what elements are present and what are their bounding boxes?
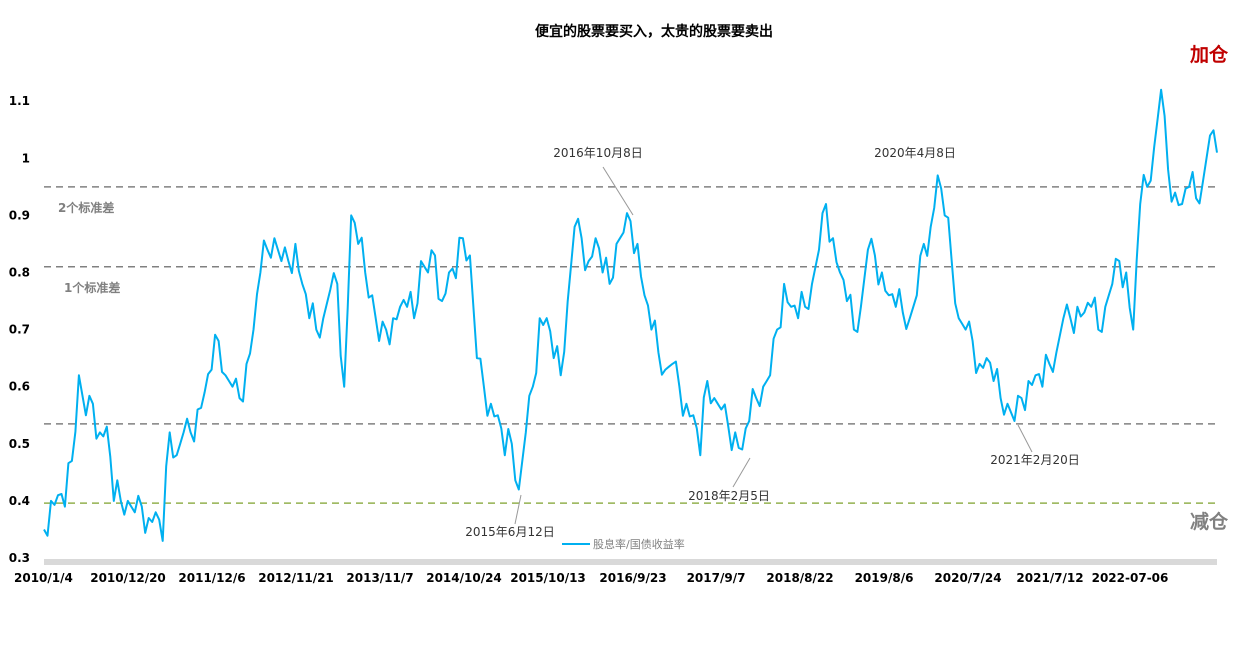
x-tick-label: 2010/12/20 — [90, 571, 166, 585]
annotation-leader — [1017, 424, 1033, 453]
x-tick-label: 2013/11/7 — [346, 571, 413, 585]
x-tick-label: 2018/8/22 — [766, 571, 833, 585]
annotation-leader — [732, 457, 751, 488]
annotation-label: 2015年6月12日 — [465, 525, 554, 539]
y-tick-label: 0.6 — [9, 380, 30, 394]
x-tick-label: 2022-07-06 — [1092, 571, 1169, 585]
annotation-leader — [514, 494, 522, 525]
reduce-position-label: 减仓 — [1190, 510, 1229, 533]
legend-label: 股息率/国债收益率 — [593, 537, 685, 551]
x-tick-label: 2010/1/4 — [14, 571, 73, 585]
y-tick-label: 1 — [22, 151, 30, 165]
x-tick-label: 2016/9/23 — [599, 571, 666, 585]
y-tick-label: 0.9 — [9, 208, 30, 222]
x-tick-label: 2015/10/13 — [510, 571, 586, 585]
series-line — [43, 88, 1218, 542]
annotation-label: 2018年2月5日 — [688, 489, 770, 503]
add-position-label: 加仓 — [1189, 43, 1229, 66]
annotation-label: 2016年10月8日 — [553, 146, 642, 160]
x-axis-bar — [44, 559, 1217, 565]
x-tick-label: 2011/12/6 — [178, 571, 245, 585]
y-tick-label: 0.4 — [9, 494, 30, 508]
annotation-label: 2021年2月20日 — [990, 453, 1079, 467]
x-tick-label: 2012/11/21 — [258, 571, 334, 585]
chart-title: 便宜的股票要买入，太贵的股票要卖出 — [535, 23, 773, 40]
reference-line-label: 1个标准差 — [64, 280, 120, 295]
x-tick-label: 2017/9/7 — [687, 571, 746, 585]
x-tick-label: 2020/7/24 — [934, 571, 1001, 585]
x-tick-label: 2014/10/24 — [426, 571, 502, 585]
y-tick-label: 1.1 — [9, 94, 30, 108]
x-tick-label: 2021/7/12 — [1016, 571, 1083, 585]
reference-line-label: 2个标准差 — [58, 200, 114, 215]
y-tick-label: 0.5 — [9, 437, 30, 451]
x-tick-label: 2019/8/6 — [855, 571, 914, 585]
annotation-label: 2020年4月8日 — [874, 146, 956, 160]
annotation-leader — [602, 166, 634, 216]
y-tick-label: 0.8 — [9, 266, 30, 280]
y-tick-label: 0.3 — [9, 551, 30, 565]
y-tick-label: 0.7 — [9, 323, 30, 337]
